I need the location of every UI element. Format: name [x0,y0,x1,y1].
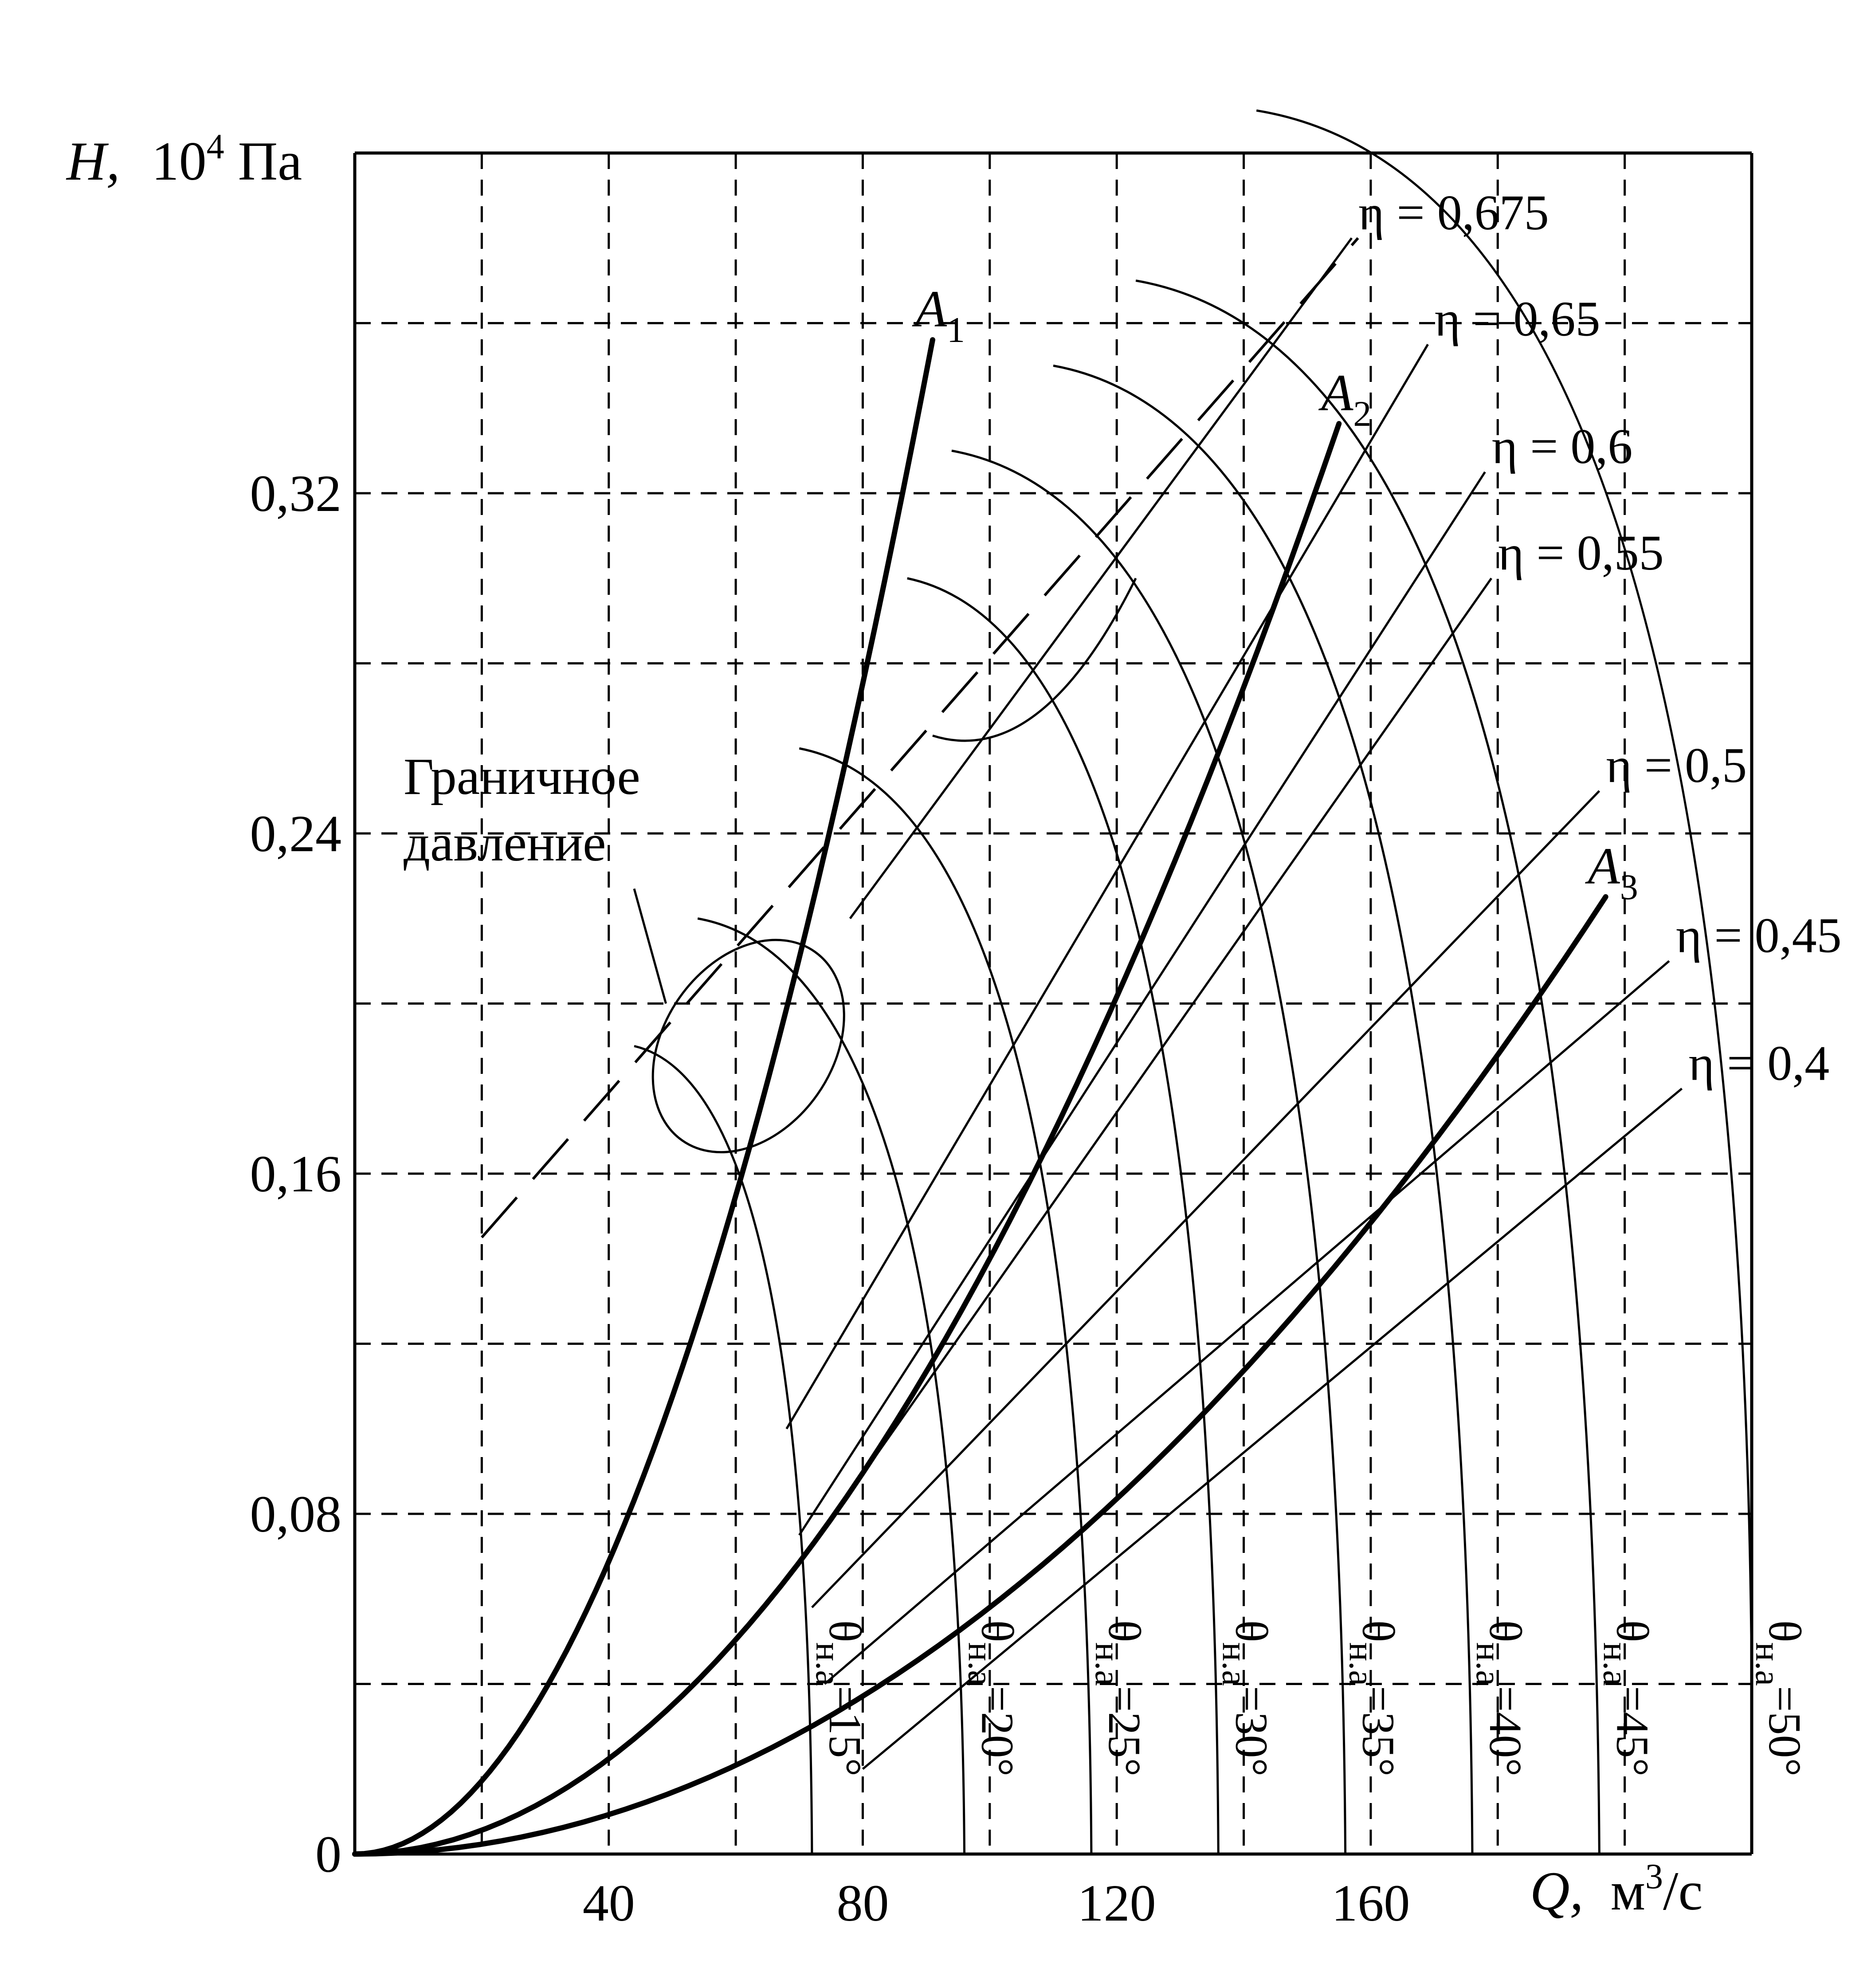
x-axis-sup: 3 [1645,1857,1663,1896]
theta-label-sub: н.а [961,1642,1000,1686]
theta-label-symbol: θ [1226,1620,1277,1642]
theta-label-symbol: θ [972,1620,1023,1642]
efficiency-label: η = 0,675 [1358,185,1549,240]
efficiency-label: η = 0,55 [1498,526,1664,581]
theta-label: θн.а=30° [1215,1620,1277,1776]
theta-curve [951,449,1347,1854]
theta-label: θн.а=15° [808,1620,871,1776]
annotation-line-1: Граничное [404,747,640,805]
tick-labels: 40 80 120 160 0 0,08 0,16 0,24 0,32 [250,464,1410,1932]
efficiency-label: η = 0,65 [1435,291,1600,346]
x-tick-label: 40 [583,1874,635,1932]
theta-label: θн.а=40° [1469,1620,1531,1776]
theta-label-sub: н.а [1342,1642,1381,1686]
zone-arc [932,578,1137,742]
theta-label-symbol: θ [1099,1620,1150,1642]
theta-label-sub: н.а [808,1642,847,1686]
plot-frame [353,151,1753,1856]
theta-curves: θн.а=15°θн.а=20°θн.а=25°θн.а=30°θн.а=35°… [634,109,1810,1854]
theta-label-symbol: θ [1353,1620,1404,1642]
theta-curve [1256,109,1753,1684]
network-curve [352,421,1342,1857]
efficiency-line [862,1088,1683,1770]
network-curve-label-sub: 2 [1353,393,1371,434]
y-axis-sup: 4 [207,127,224,166]
theta-label: θн.а=45° [1596,1620,1658,1776]
theta-label-value: =15° [820,1686,871,1776]
network-curve-label-main: A [1318,364,1353,422]
efficiency-line [824,960,1670,1685]
theta-label-value: =40° [1480,1686,1531,1776]
network-curve-label: A2 [1318,364,1371,434]
boundary-pressure-line [481,237,1359,1238]
theta-label-sub: н.а [1469,1642,1508,1686]
theta-label-value: =45° [1607,1686,1658,1776]
theta-label-value: =35° [1353,1686,1404,1776]
y-axis-label: H, 104 Па [66,127,302,192]
efficiency-label: η = 0,45 [1676,908,1842,963]
annotation-leader [633,888,667,1004]
x-tick-label: 80 [836,1874,889,1932]
network-curve-label: A1 [912,280,965,350]
efficiency-lines: η = 0,675 η = 0,65 η = 0,6 η = 0,55 η = 0,5 η… [785,185,1842,1770]
annotation-line-2: давление [404,814,606,872]
network-curve-label-sub: 3 [1620,867,1638,907]
efficiency-line [798,471,1486,1536]
theta-label-sub: н.а [1596,1642,1635,1686]
theta-curve [907,577,1220,1854]
y-tick-label: 0,24 [250,805,342,863]
efficiency-label: η = 0,4 [1689,1036,1830,1091]
theta-label-sub: н.а [1088,1642,1127,1686]
theta-label: θн.а=20° [961,1620,1023,1776]
x-axis-label: Q, м3/с [1530,1857,1703,1921]
y-axis-var: H, [66,131,120,192]
network-curve-label-main: A [1585,837,1620,895]
theta-label-symbol: θ [820,1620,871,1642]
theta-label-symbol: θ [1480,1620,1531,1642]
theta-curve [1135,279,1600,1854]
x-axis-unit-tail: /с [1663,1861,1703,1921]
grid [355,153,1752,1854]
y-tick-label: 0,08 [250,1485,342,1543]
network-curve-label: A3 [1585,837,1638,907]
theta-label-value: =20° [972,1686,1023,1776]
theta-label: θн.а=25° [1088,1620,1150,1776]
efficiency-label: η = 0,6 [1492,419,1633,474]
network-curve [352,337,935,1857]
zone-ellipse [651,939,845,1154]
efficiency-line [849,237,1353,919]
x-tick-label: 160 [1331,1874,1410,1932]
efficiency-line [811,790,1600,1608]
y-tick-label: 0,32 [250,464,342,523]
x-tick-label: 120 [1078,1874,1156,1932]
theta-curve [697,917,966,1854]
theta-label-sub: н.а [1215,1642,1254,1686]
network-curve [352,894,1608,1857]
x-axis-var: Q, [1530,1861,1584,1921]
theta-label: θн.а=50° [1748,1620,1810,1776]
theta-curve [1053,364,1474,1854]
y-axis-unit-tail: Па [224,131,302,192]
theta-curve [799,747,1093,1854]
y-tick-label: 0,16 [250,1145,342,1203]
network-curve-label-main: A [912,280,947,338]
theta-label-sub: н.а [1748,1642,1787,1686]
theta-label-symbol: θ [1607,1620,1658,1642]
x-axis-unit: м [1611,1861,1645,1921]
theta-label: θн.а=35° [1342,1620,1404,1776]
theta-label-value: =50° [1759,1686,1810,1776]
efficiency-line [785,344,1429,1430]
theta-label-value: =25° [1099,1686,1150,1776]
theta-curve [634,1045,813,1854]
theta-label-symbol: θ [1759,1620,1810,1642]
network-curve-label-sub: 1 [947,310,965,350]
y-axis-unit: 10 [152,131,207,192]
theta-label-value: =30° [1226,1686,1277,1776]
boundary-pressure-layer [481,237,1359,1238]
efficiency-label: η = 0,5 [1606,738,1747,793]
efficiency-line [798,578,1493,1566]
y-tick-label: 0 [315,1825,341,1883]
